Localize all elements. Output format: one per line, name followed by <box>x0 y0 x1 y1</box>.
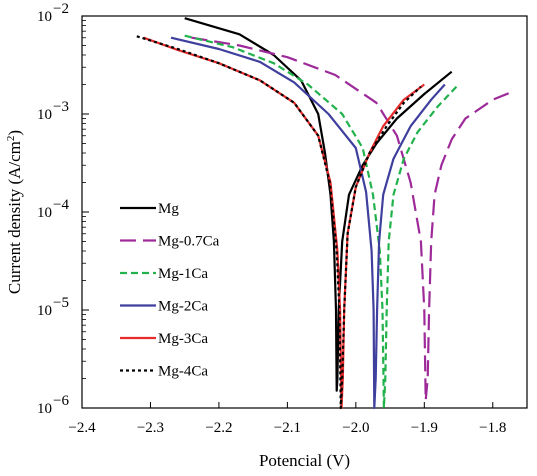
y-tick-label: 10 <box>37 303 52 319</box>
y-axis-title: Current density (A/cm2) <box>5 130 24 294</box>
y-axis-title-end: ) <box>5 130 24 136</box>
y-tick-label: 10 <box>37 205 52 221</box>
legend-label: Mg <box>158 201 179 217</box>
legend-label: Mg-3Ca <box>158 331 208 347</box>
x-tick-label: −2.3 <box>137 420 164 436</box>
series-line-mg-4ca <box>136 35 422 410</box>
x-tick-label: −2.4 <box>68 420 96 436</box>
y-axis: 10−210−310−410−510−6 <box>37 1 89 417</box>
legend-label: Mg-4Ca <box>158 364 208 380</box>
x-axis-title: Potencial (V) <box>259 451 350 470</box>
legend-label: Mg-2Ca <box>158 299 208 315</box>
y-tick-exponent: −5 <box>53 295 69 311</box>
legend-label: Mg-1Ca <box>158 266 208 282</box>
x-tick-label: −2.2 <box>205 420 232 436</box>
legend: Mg Mg-0.7Ca Mg-1Ca Mg-2Ca Mg-3Ca Mg-4Ca <box>120 201 220 380</box>
x-tick-label: −2.0 <box>342 420 369 436</box>
y-tick-exponent: −3 <box>53 99 69 115</box>
y-tick-label: 10 <box>37 107 52 123</box>
series-lines <box>136 17 514 410</box>
y-tick-exponent: −6 <box>53 393 69 409</box>
series-line-mg <box>184 17 453 392</box>
x-tick-label: −1.8 <box>479 420 506 436</box>
y-axis-title-base: Current density (A/cm <box>5 141 24 294</box>
series-line-mg-0-7ca <box>191 36 514 402</box>
y-tick-label: 10 <box>37 9 52 25</box>
legend-label: Mg-0.7Ca <box>158 234 220 250</box>
y-tick-exponent: −2 <box>53 1 69 17</box>
plot-frame <box>81 15 528 409</box>
series-line-mg-1ca <box>184 34 460 410</box>
x-tick-label: −1.9 <box>411 420 438 436</box>
y-axis-title-sup: 2 <box>5 136 17 142</box>
y-tick-label: 10 <box>37 401 52 417</box>
x-axis: −2.4 −2.3 −2.2 −2.1 −2.0 −1.9 −1.8 <box>68 402 506 436</box>
series-line-mg-2ca <box>170 36 446 410</box>
y-tick-exponent: −4 <box>53 197 69 213</box>
plot-area <box>81 15 528 409</box>
x-tick-label: −2.1 <box>274 420 301 436</box>
